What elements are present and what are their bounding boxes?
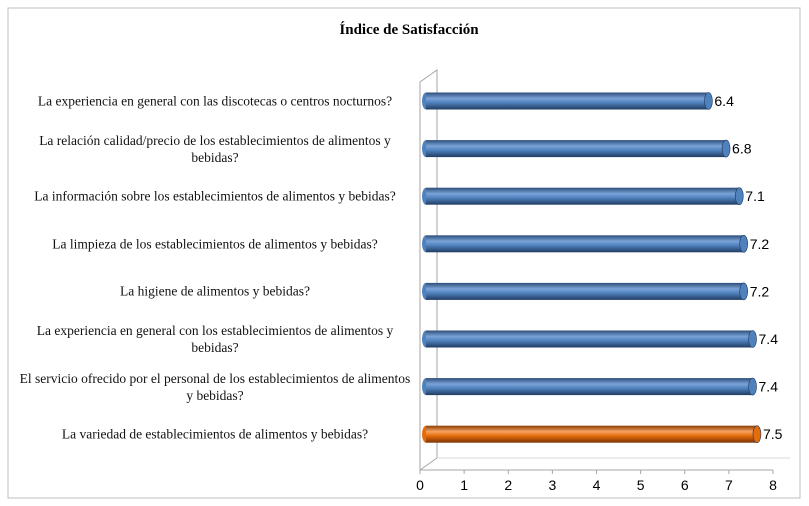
category-label: La información sobre los establecimiento… bbox=[34, 188, 396, 204]
bar-cap bbox=[748, 377, 757, 396]
category-label: La relación calidad/precio de los establ… bbox=[39, 132, 391, 165]
category-label: La higiene de alimentos y bebidas? bbox=[119, 283, 311, 299]
bar-cap bbox=[752, 425, 762, 444]
bar-cap bbox=[704, 92, 713, 110]
x-tick-label: 7 bbox=[725, 477, 733, 493]
x-tick-label: 6 bbox=[681, 477, 689, 493]
value-label: 7.1 bbox=[745, 188, 765, 204]
category-label: El servicio ofrecido por el personal de … bbox=[19, 370, 411, 403]
bar-cap bbox=[739, 282, 749, 301]
bar bbox=[426, 187, 740, 205]
bar bbox=[426, 282, 744, 300]
category-label: La limpieza de los establecimientos de a… bbox=[52, 236, 378, 252]
bar-cap bbox=[734, 187, 744, 205]
bar bbox=[426, 330, 753, 348]
x-tick-label: 0 bbox=[416, 477, 424, 493]
value-label: 7.2 bbox=[750, 236, 770, 252]
category-label: La experiencia en general con las discot… bbox=[37, 93, 393, 109]
value-label: 6.8 bbox=[732, 141, 752, 157]
chart-frame bbox=[7, 7, 801, 499]
value-label: 7.2 bbox=[750, 283, 770, 299]
bar-cap bbox=[748, 330, 757, 348]
category-label: La experiencia en general con los establ… bbox=[36, 323, 394, 355]
x-tick-label: 2 bbox=[504, 477, 512, 493]
chart-title: Índice de Satisfacción bbox=[339, 21, 479, 38]
value-label: 7.4 bbox=[759, 379, 779, 395]
x-tick-label: 3 bbox=[548, 477, 556, 493]
bar bbox=[426, 92, 709, 110]
bar bbox=[426, 140, 727, 158]
bar-cap bbox=[739, 235, 749, 253]
bar bbox=[426, 235, 744, 253]
category-label: La variedad de establecimientos de alime… bbox=[61, 426, 369, 442]
bar bbox=[426, 425, 757, 443]
value-label: 6.4 bbox=[714, 93, 734, 109]
value-label: 7.5 bbox=[763, 426, 783, 442]
x-tick-label: 4 bbox=[593, 477, 601, 493]
x-tick-label: 1 bbox=[460, 477, 468, 493]
side-wall bbox=[419, 69, 438, 471]
x-tick-label: 5 bbox=[637, 477, 645, 493]
bar-cap bbox=[721, 139, 731, 158]
x-tick-label: 8 bbox=[769, 477, 777, 493]
bar bbox=[426, 378, 753, 396]
value-label: 7.4 bbox=[759, 331, 779, 347]
